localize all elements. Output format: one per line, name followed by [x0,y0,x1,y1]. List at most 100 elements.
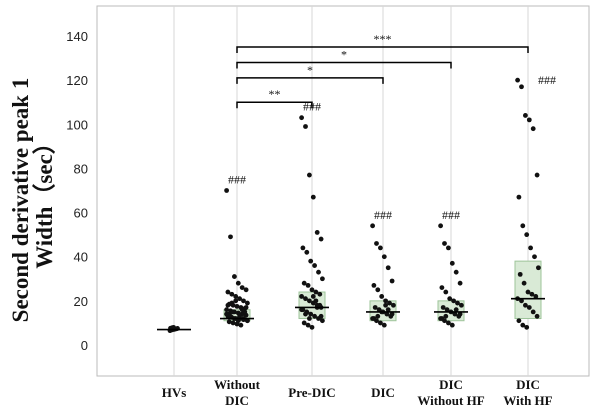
comparison-label: *** [374,32,392,46]
data-point [457,280,463,286]
data-point [235,318,241,324]
data-point [307,172,312,178]
data-point [241,298,246,304]
data-point [455,300,460,306]
significance-marker: ### [374,208,392,222]
data-point [384,311,390,317]
category-label: Pre-DIC [288,385,335,400]
data-point [320,276,325,282]
comparison-bracket [236,46,529,54]
data-point [516,194,522,200]
data-point [243,305,249,310]
data-point [226,319,232,325]
data-point [457,311,463,317]
data-point [440,305,446,310]
data-point [528,245,533,251]
data-point [449,260,455,266]
comparison-label: * [307,63,313,77]
data-point [229,291,235,297]
data-point [230,309,236,315]
data-point [519,298,524,304]
data-point [307,316,312,321]
data-point [446,320,451,326]
data-point [225,289,231,295]
y-tick-label: 60 [74,206,88,221]
data-point [523,302,528,308]
y-tick-label: 140 [66,29,88,44]
category-label: DIC [439,377,463,392]
data-point [245,318,250,324]
data-point [226,311,232,317]
comparison-bracket [236,61,452,69]
data-point [534,313,540,319]
data-point [530,126,536,132]
data-point [439,285,445,291]
data-point [517,271,523,277]
y-tick-label: 20 [74,294,88,309]
data-point [385,265,391,271]
data-point [379,294,385,299]
data-point [299,115,304,121]
data-point [309,324,315,330]
data-point [443,313,449,319]
data-point [526,305,532,310]
y-tick-label: 0 [81,338,88,353]
data-point [523,113,528,118]
y-tick-label: 120 [66,73,88,88]
data-point [524,232,530,238]
data-point [228,234,233,240]
data-point [451,298,456,304]
category-label: DIC [371,385,395,400]
data-point [237,296,243,302]
data-point [308,258,314,264]
y-tick-label: 100 [66,117,88,132]
data-point [446,245,451,251]
data-point [305,322,311,328]
y-axis-title-line: Width（sec） [31,131,57,269]
category-label: Without [214,377,261,392]
data-point [303,296,308,302]
data-point [519,84,524,90]
data-point [372,305,378,310]
data-point [303,124,308,129]
category-label: DIC [225,393,249,408]
data-point [232,274,237,279]
data-point [310,194,316,200]
category-label: Without HF [417,393,484,408]
data-point [301,320,307,326]
data-point [385,307,391,313]
data-point [314,230,320,235]
data-point [301,280,307,286]
data-point [529,291,535,297]
data-point [233,298,239,304]
data-point [238,322,244,328]
data-point [320,318,325,324]
data-point [375,287,381,293]
comparison-label: * [341,47,347,61]
data-point [532,254,537,260]
data-point [229,300,235,306]
comparison-label: ** [269,87,281,101]
significance-marker: ### [442,208,460,222]
data-point [389,311,395,317]
data-point [303,311,308,317]
data-point [374,241,379,246]
data-point [453,269,459,275]
data-point [452,311,458,317]
data-point [524,324,530,330]
data-point [536,265,541,271]
data-point [370,223,375,229]
data-point [300,245,306,251]
category-label: HVs [162,385,187,400]
data-point [520,223,526,229]
data-point [520,322,526,328]
y-tick-label: 40 [74,250,88,265]
data-point [375,313,381,319]
data-point [383,298,388,304]
data-point [313,298,319,304]
data-point [371,283,377,288]
data-point [443,289,449,295]
data-point [318,236,324,242]
